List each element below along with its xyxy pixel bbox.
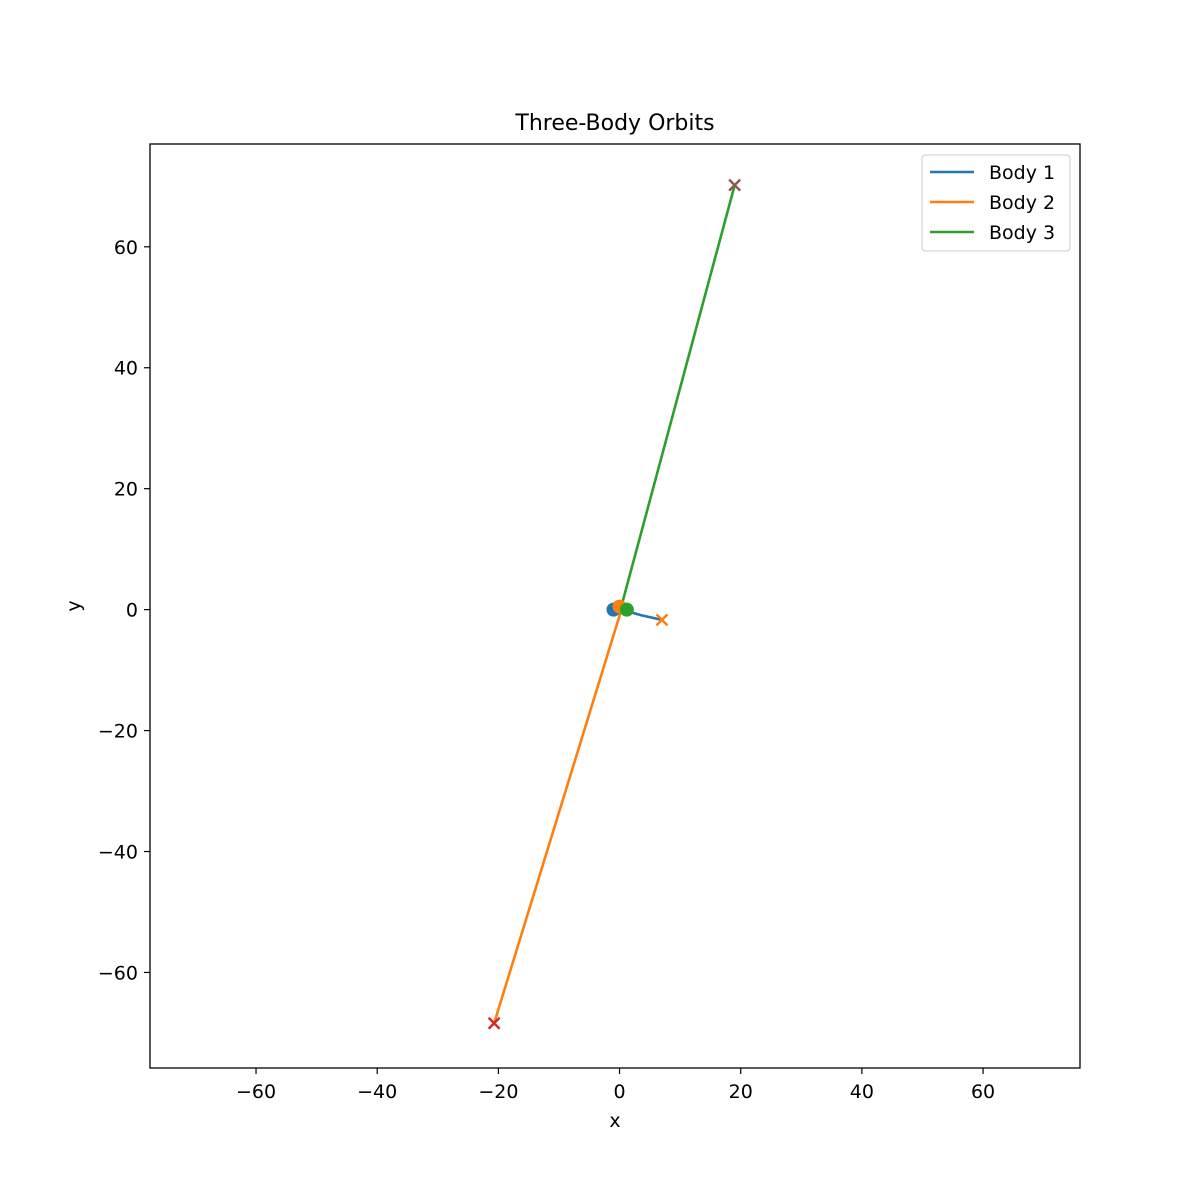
- start-marker-body-3: [619, 602, 634, 617]
- chart-title: Three-Body Orbits: [514, 111, 714, 136]
- x-axis-label: x: [609, 1110, 620, 1132]
- x-tick-label: −60: [236, 1081, 276, 1103]
- y-tick-label: −40: [98, 842, 138, 864]
- y-axis-label: y: [63, 600, 85, 611]
- x-axis-ticks: −60 −40 −20 0 20 40 60: [236, 1068, 995, 1103]
- plot-area: [149, 143, 1081, 1069]
- legend-label-body-2: Body 2: [989, 192, 1055, 214]
- y-axis-ticks: −60 −40 −20 0 20 40 60: [98, 237, 150, 984]
- y-tick-label: 60: [114, 237, 138, 259]
- y-tick-label: 40: [114, 358, 138, 380]
- legend-label-body-1: Body 1: [989, 162, 1055, 184]
- x-tick-label: 60: [971, 1081, 995, 1103]
- x-tick-label: 40: [850, 1081, 874, 1103]
- y-tick-label: −60: [98, 962, 138, 984]
- x-tick-label: 0: [613, 1081, 625, 1103]
- y-tick-label: −20: [98, 721, 138, 743]
- end-marker-body-2: [487, 1016, 501, 1030]
- legend-box: [921, 154, 1071, 252]
- y-tick-label: 20: [114, 479, 138, 501]
- x-tick-label: −40: [357, 1081, 397, 1103]
- legend: Body 1 Body 2 Body 3: [921, 154, 1071, 252]
- end-marker-body-3: [728, 178, 742, 192]
- legend-label-body-3: Body 3: [989, 222, 1055, 244]
- y-tick-label: 0: [126, 600, 138, 622]
- x-tick-label: 20: [729, 1081, 753, 1103]
- marker-layer: [487, 178, 742, 1030]
- end-marker-body-1: [655, 613, 669, 627]
- x-tick-label: −20: [478, 1081, 518, 1103]
